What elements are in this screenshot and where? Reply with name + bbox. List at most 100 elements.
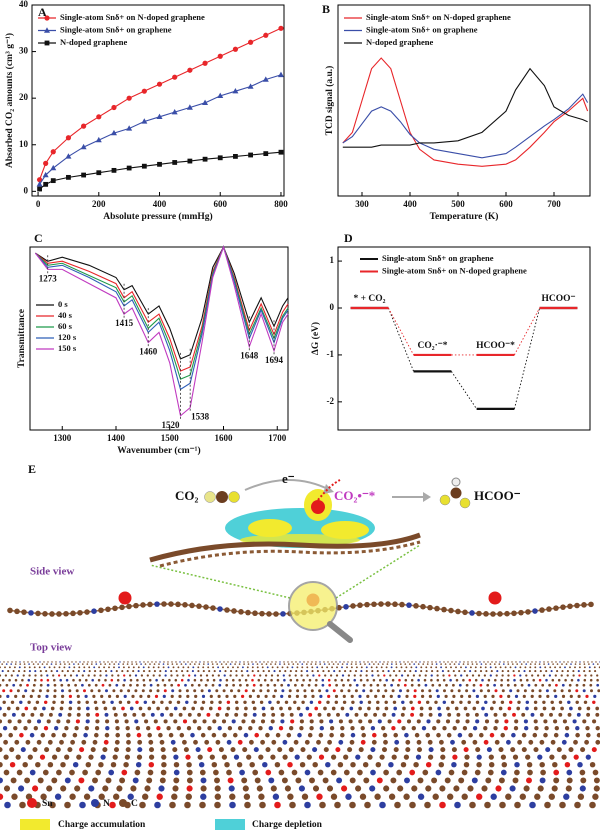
- intermediate: CO₂•⁻*: [334, 488, 375, 503]
- atom: [243, 661, 245, 663]
- atom: [244, 689, 248, 693]
- atom: [484, 719, 490, 724]
- atom: [436, 694, 440, 699]
- atom: [134, 719, 139, 724]
- atom: [409, 801, 416, 809]
- atom: [155, 678, 158, 682]
- atom: [172, 666, 175, 669]
- atom: [287, 761, 293, 768]
- atom: [257, 670, 260, 673]
- atom: [330, 754, 337, 760]
- atom: [185, 689, 189, 693]
- atom: [349, 777, 356, 784]
- atom: [307, 732, 313, 738]
- atom: [495, 674, 498, 677]
- atom: [489, 706, 494, 711]
- atom: [595, 661, 597, 663]
- atom: [467, 700, 471, 705]
- atom: [545, 689, 549, 693]
- atom: [10, 663, 13, 665]
- atom: [126, 739, 131, 745]
- atom: [112, 754, 118, 760]
- atom: [99, 663, 102, 665]
- atom: [234, 712, 239, 717]
- atom: [509, 689, 513, 693]
- atom: [149, 689, 153, 693]
- atom: [499, 801, 506, 809]
- atom: [347, 661, 349, 663]
- c-atom: [546, 606, 552, 612]
- atom: [199, 801, 206, 809]
- atom: [141, 712, 146, 717]
- atom: [241, 719, 246, 724]
- atom: [270, 678, 273, 682]
- atom: [271, 666, 274, 669]
- atom: [239, 769, 245, 776]
- atom: [371, 739, 377, 745]
- atom: [405, 666, 408, 669]
- atom: [146, 777, 153, 784]
- atom: [435, 689, 439, 693]
- atom: [498, 747, 504, 753]
- c-atom: [343, 603, 349, 610]
- atom: [387, 661, 389, 663]
- atom: [425, 700, 430, 705]
- atom: [539, 666, 542, 669]
- atom: [370, 666, 373, 669]
- atom: [278, 769, 285, 776]
- atom: [400, 674, 404, 677]
- atom: [312, 761, 318, 768]
- atom: [102, 747, 108, 753]
- marker: [202, 60, 208, 66]
- atom: [338, 670, 341, 673]
- atom: [295, 777, 302, 784]
- atom: [592, 719, 597, 724]
- c-atom: [273, 611, 279, 617]
- c-atom: [154, 601, 160, 607]
- atom: [141, 689, 145, 693]
- atom: [437, 712, 442, 717]
- atom: [236, 666, 239, 669]
- atom: [501, 689, 505, 693]
- atom: [564, 678, 567, 682]
- atom: [51, 777, 58, 784]
- marker: [126, 95, 132, 101]
- atom: [147, 666, 150, 669]
- atom: [11, 661, 13, 663]
- atom: [291, 666, 294, 669]
- atom: [351, 700, 355, 705]
- atom: [489, 666, 492, 669]
- x-axis-label: Wavenumber (cm⁻¹): [117, 445, 200, 456]
- atom: [123, 761, 129, 768]
- atom: [383, 769, 389, 776]
- c-atom: [450, 487, 462, 499]
- atom: [428, 689, 432, 693]
- atom: [0, 793, 4, 800]
- atom: [439, 801, 446, 809]
- atom: [536, 674, 540, 677]
- x-tick-label: 1500: [161, 433, 180, 443]
- atom: [173, 761, 180, 768]
- atom: [33, 726, 38, 731]
- atom: [575, 683, 579, 687]
- atom: [582, 689, 586, 693]
- atom: [537, 754, 543, 760]
- atom: [67, 747, 73, 753]
- atom: [85, 678, 88, 682]
- atom: [542, 700, 546, 705]
- atom: [553, 719, 558, 724]
- atom: [561, 694, 566, 699]
- legend-label: Single-atom Snδ+ on N-doped graphene: [60, 12, 205, 22]
- atom: [450, 739, 455, 745]
- atom: [321, 666, 324, 669]
- atom: [248, 694, 252, 699]
- atom: [104, 663, 107, 665]
- charge-accumulation-cloud: [321, 521, 369, 539]
- atom: [554, 674, 557, 677]
- atom: [500, 769, 507, 776]
- atom: [404, 777, 410, 784]
- atom: [524, 726, 529, 731]
- atom: [382, 663, 384, 665]
- atom: [270, 663, 272, 665]
- atom: [74, 785, 81, 792]
